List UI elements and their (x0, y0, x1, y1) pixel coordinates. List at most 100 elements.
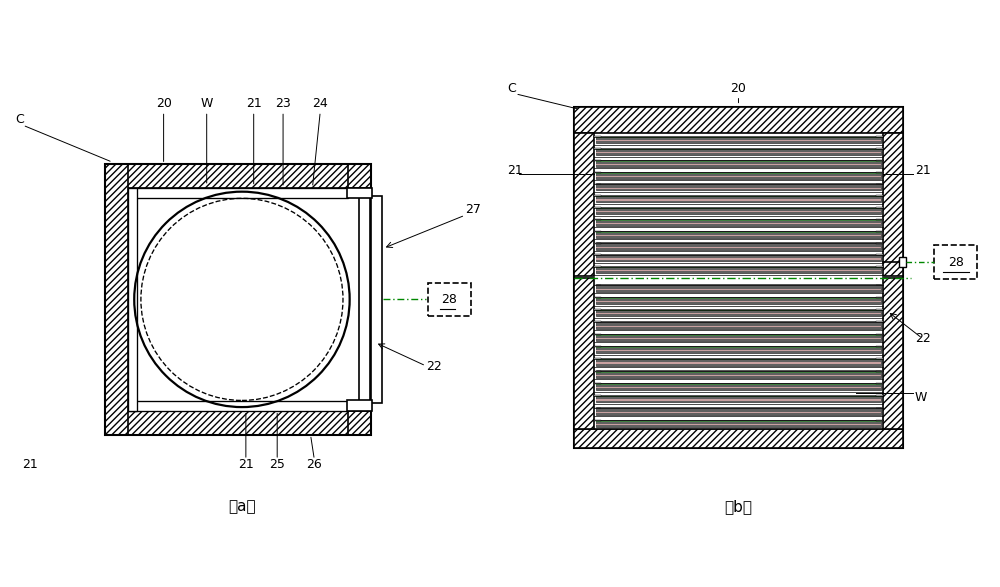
Bar (596, 136, 881, 143)
Bar (594, 160, 601, 161)
Bar (876, 297, 883, 298)
Bar (876, 420, 883, 421)
Bar (596, 137, 881, 138)
Bar (899, 258, 906, 267)
Bar (876, 395, 883, 396)
Bar (596, 207, 881, 214)
Bar (596, 301, 881, 302)
Text: 28: 28 (442, 293, 457, 306)
Bar (594, 136, 601, 137)
Text: 21: 21 (23, 458, 38, 471)
Bar (594, 407, 601, 409)
Bar (596, 347, 881, 348)
Bar (596, 211, 881, 212)
Bar (876, 148, 883, 149)
Bar (596, 396, 881, 397)
Bar (574, 429, 903, 448)
Bar (596, 219, 881, 226)
Bar (596, 258, 881, 259)
Bar (596, 309, 881, 316)
Text: W: W (201, 97, 213, 110)
Bar (596, 383, 881, 390)
Bar (876, 195, 883, 196)
Bar (594, 195, 601, 196)
Text: C: C (15, 113, 24, 126)
Bar (596, 407, 881, 415)
Bar (876, 207, 883, 208)
Text: C: C (507, 82, 516, 95)
Bar (574, 107, 903, 133)
Bar (596, 395, 881, 403)
Bar (596, 335, 881, 336)
Bar (105, 164, 371, 434)
Bar (428, 282, 471, 316)
Bar (876, 242, 883, 244)
Bar (876, 346, 883, 347)
Bar (876, 219, 883, 220)
Bar (596, 195, 881, 203)
Bar (596, 359, 881, 360)
Bar (596, 321, 881, 329)
Bar (596, 346, 881, 353)
Bar (596, 173, 881, 174)
Bar (594, 420, 601, 421)
Bar (594, 383, 601, 384)
Bar (876, 334, 883, 335)
Bar (574, 278, 594, 429)
Bar (596, 420, 881, 427)
Text: 21: 21 (507, 164, 523, 177)
Bar (876, 370, 883, 372)
Bar (105, 164, 371, 188)
Bar (128, 401, 348, 411)
Bar (596, 208, 881, 209)
Bar (596, 298, 881, 299)
Bar (596, 255, 881, 257)
Bar (596, 231, 881, 238)
Text: 20: 20 (156, 97, 172, 110)
Text: 21: 21 (238, 458, 254, 471)
Bar (596, 164, 881, 165)
Bar (594, 219, 601, 220)
Bar (347, 188, 372, 198)
Bar (596, 223, 881, 224)
Bar (596, 424, 881, 425)
Bar (128, 188, 137, 411)
Text: 24: 24 (312, 97, 328, 110)
Bar (574, 133, 594, 276)
Bar (348, 164, 371, 188)
Text: 22: 22 (426, 360, 442, 373)
Bar (596, 411, 881, 413)
Bar (876, 136, 883, 137)
Text: 23: 23 (275, 97, 291, 110)
Text: 26: 26 (307, 458, 322, 471)
Bar (596, 171, 881, 178)
Bar (596, 362, 881, 364)
Text: 20: 20 (731, 82, 746, 95)
Bar (596, 267, 881, 268)
Bar (876, 266, 883, 267)
Bar (596, 176, 881, 177)
Bar (594, 266, 601, 267)
Text: W: W (915, 391, 927, 404)
Bar (596, 187, 881, 188)
Text: 22: 22 (915, 332, 930, 346)
Bar (596, 254, 881, 261)
Bar (594, 242, 601, 244)
Bar (596, 183, 881, 190)
Bar (596, 296, 881, 304)
Bar (596, 284, 881, 292)
Bar (876, 231, 883, 232)
Bar (596, 152, 881, 153)
Text: （a）: （a） (228, 500, 256, 514)
Bar (596, 399, 881, 400)
Bar (594, 148, 601, 149)
Bar (934, 245, 977, 279)
Bar (594, 309, 601, 310)
Bar (596, 200, 881, 201)
Bar (594, 231, 601, 232)
Bar (596, 375, 881, 376)
Bar (876, 383, 883, 384)
Bar (594, 172, 601, 173)
Bar (574, 107, 903, 448)
Bar (596, 384, 881, 385)
